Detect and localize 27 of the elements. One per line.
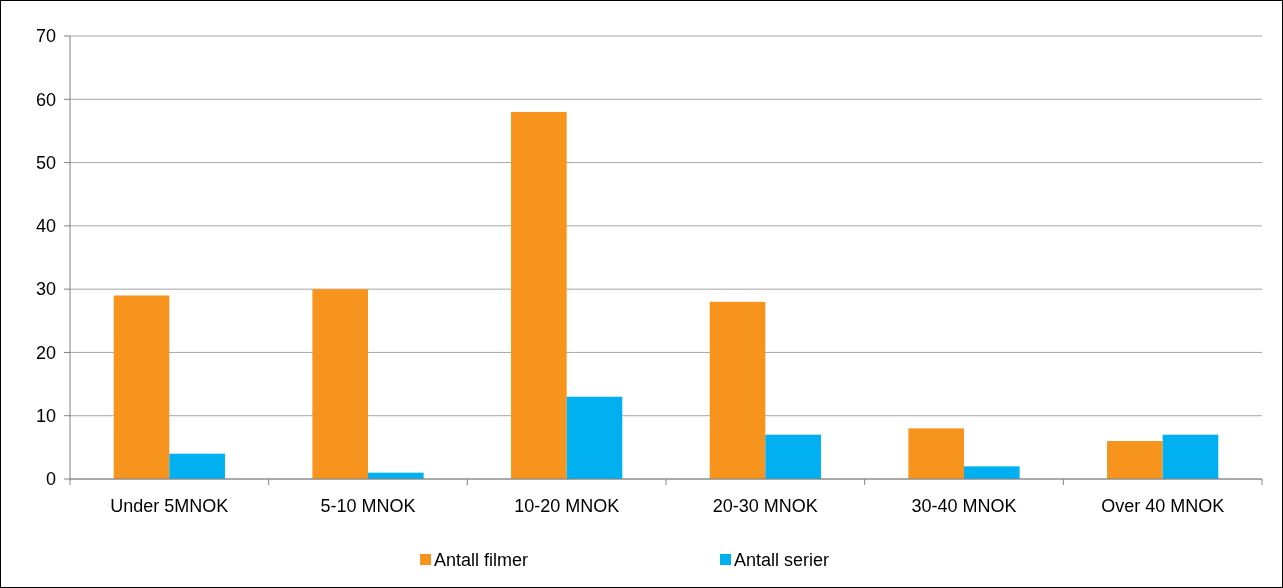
y-tick-label: 10 [35,406,56,427]
x-tick-label: 30-40 MNOK [911,496,1017,516]
bar [765,434,821,479]
x-tick-label: 10-20 MNOK [514,496,620,516]
bar [1162,434,1219,479]
bar [908,428,964,479]
y-tick-label: 40 [35,216,56,237]
bar [113,295,170,479]
legend-label: Antall serier [734,550,830,571]
y-tick-label: 70 [35,26,56,47]
bar [709,301,766,479]
bar [312,289,368,479]
bar [1107,441,1163,479]
y-tick-label: 30 [35,279,56,300]
bar [169,453,225,479]
legend-label: Antall filmer [434,550,529,571]
bar [511,111,567,479]
y-tick-label: 50 [35,152,56,173]
bar [964,466,1020,479]
y-tick-label: 20 [35,342,56,363]
x-tick-label: Over 40 MNOK [1101,496,1225,516]
x-tick-label: 5-10 MNOK [320,496,416,516]
x-tick-label: Under 5MNOK [110,496,229,516]
y-tick-label: 0 [45,469,56,490]
bar [566,396,623,479]
y-tick-label: 60 [35,89,56,110]
x-tick-label: 20-30 MNOK [712,496,818,516]
